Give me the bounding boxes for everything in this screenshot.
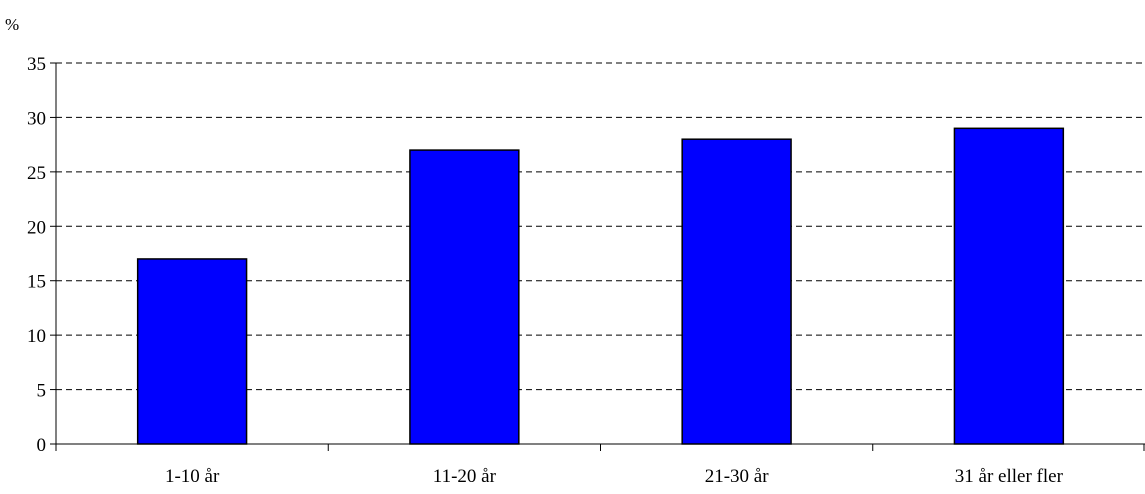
y-axis-ticks: 0 5 10 15 20 25 30 35	[27, 54, 56, 456]
y-tick-label-30: 30	[27, 108, 46, 129]
bar-4	[953, 127, 1065, 445]
bars	[136, 127, 1065, 445]
x-tick-label-4: 31 år eller fler	[955, 466, 1064, 487]
bar-2	[409, 149, 520, 445]
y-unit-label: %	[5, 15, 19, 34]
y-tick-label-10: 10	[27, 326, 46, 347]
bar-3	[681, 138, 792, 445]
y-tick-label-0: 0	[37, 435, 47, 456]
y-tick-label-15: 15	[27, 272, 46, 293]
x-tick-label-3: 21-30 år	[705, 466, 770, 487]
x-axis-ticks: 1-10 år 11-20 år 21-30 år 31 år eller fler	[55, 444, 1145, 487]
y-tick-label-35: 35	[27, 54, 46, 75]
y-tick-label-20: 20	[27, 217, 46, 238]
x-tick-label-2: 11-20 år	[433, 466, 497, 487]
y-tick-label-5: 5	[37, 381, 47, 402]
bar-1	[136, 258, 248, 445]
y-tick-label-25: 25	[27, 163, 46, 184]
x-tick-label-1: 1-10 år	[165, 466, 220, 487]
